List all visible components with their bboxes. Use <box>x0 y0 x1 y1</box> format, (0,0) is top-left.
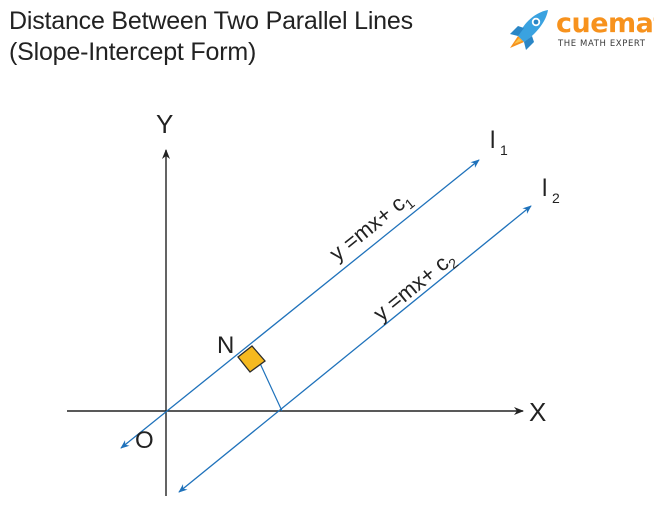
brand-name: cuemath <box>556 8 654 39</box>
line-l2 <box>178 205 532 493</box>
title-line-1: Distance Between Two Parallel Lines <box>9 7 413 35</box>
line-l1-letter: l <box>490 127 495 154</box>
line-l2-name: l 2 <box>542 175 560 206</box>
right-angle-marker <box>237 345 266 373</box>
line-l1-name: l 1 <box>490 127 508 158</box>
brand-logo: cuemath THE MATH EXPERT <box>504 6 654 54</box>
line-l1-subscript: 1 <box>500 142 508 158</box>
line-l1-equation-text: y =mx+ c <box>324 190 409 265</box>
origin-label: O <box>135 427 154 454</box>
brand-tagline: THE MATH EXPERT <box>558 39 646 49</box>
y-axis-label: Y <box>156 109 173 139</box>
line-l1 <box>120 159 480 449</box>
line-l1-equation: y =mx+ c1 <box>324 185 417 268</box>
line-l2-equation: y =mx+ c2 <box>368 245 461 328</box>
title-line-2: (Slope-Intercept Form) <box>9 38 257 66</box>
foot-point-label: N <box>217 332 234 359</box>
line-l2-letter: l <box>542 175 547 202</box>
svg-text:y =mx+ c2: y =mx+ c2 <box>368 245 461 328</box>
line-l2-equation-text: y =mx+ c <box>368 250 453 326</box>
x-axis-label: X <box>529 397 546 427</box>
page-title: Distance Between Two Parallel Lines (Slo… <box>9 6 413 68</box>
line-l2-subscript: 2 <box>552 190 560 206</box>
svg-text:y =mx+ c1: y =mx+ c1 <box>324 185 417 268</box>
rocket-icon <box>510 10 548 50</box>
